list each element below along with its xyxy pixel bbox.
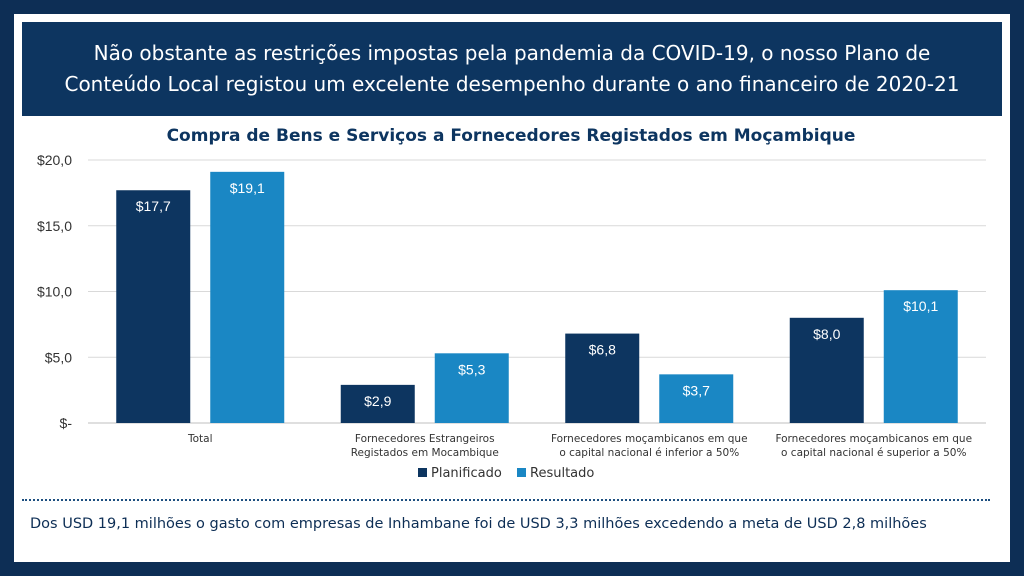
dotted-divider [22, 499, 990, 501]
headline-banner: Não obstante as restrições impostas pela… [22, 22, 1002, 116]
bar-planned [565, 333, 640, 423]
y-tick-label: $5,0 [45, 349, 72, 365]
legend-swatch-actual [517, 468, 526, 477]
x-category-label: o capital nacional é inferior a 50% [559, 447, 739, 459]
bar-planned [340, 384, 415, 423]
chart-title: Compra de Bens e Serviços a Fornecedores… [167, 126, 856, 146]
x-category-label: Fornecedores moçambicanos em que [775, 433, 972, 445]
y-tick-label: $10,0 [37, 284, 72, 300]
headline-text: Não obstante as restrições impostas pela… [64, 41, 960, 96]
footnote-text: Dos USD 19,1 milhões o gasto com empresa… [30, 516, 927, 532]
x-category-label: Registados em Mocambique [351, 447, 499, 459]
legend-swatch-planned [418, 468, 427, 477]
y-tick-label: $20,0 [37, 152, 72, 168]
bar-value-label: $17,7 [136, 198, 171, 214]
bar-actual [883, 290, 958, 423]
bar-value-label: $6,8 [589, 342, 616, 358]
y-tick-label: $- [60, 415, 73, 431]
bar-value-label: $10,1 [903, 298, 938, 314]
bar-value-label: $2,9 [364, 393, 391, 409]
bar-planned [116, 190, 191, 423]
bar-actual [434, 353, 509, 423]
x-category-label: Fornecedores moçambicanos em que [551, 433, 748, 445]
legend-label: Planificado [431, 466, 502, 481]
bar-actual [659, 374, 734, 423]
x-category-label: Total [187, 433, 213, 445]
bar-planned [789, 317, 864, 423]
x-category-label: o capital nacional é superior a 50% [781, 447, 966, 459]
bar-value-label: $8,0 [813, 326, 840, 342]
bar-actual [210, 171, 285, 423]
y-tick-label: $15,0 [37, 218, 72, 234]
bar-value-label: $19,1 [230, 180, 265, 196]
bar-value-label: $3,7 [683, 382, 710, 398]
x-category-label: Fornecedores Estrangeiros [355, 433, 495, 445]
bar-value-label: $5,3 [458, 361, 485, 377]
legend-label: Resultado [530, 466, 594, 481]
slide: Não obstante as restrições impostas pela… [14, 14, 1010, 562]
bar-chart: Compra de Bens e Serviços a Fornecedores… [37, 126, 986, 481]
